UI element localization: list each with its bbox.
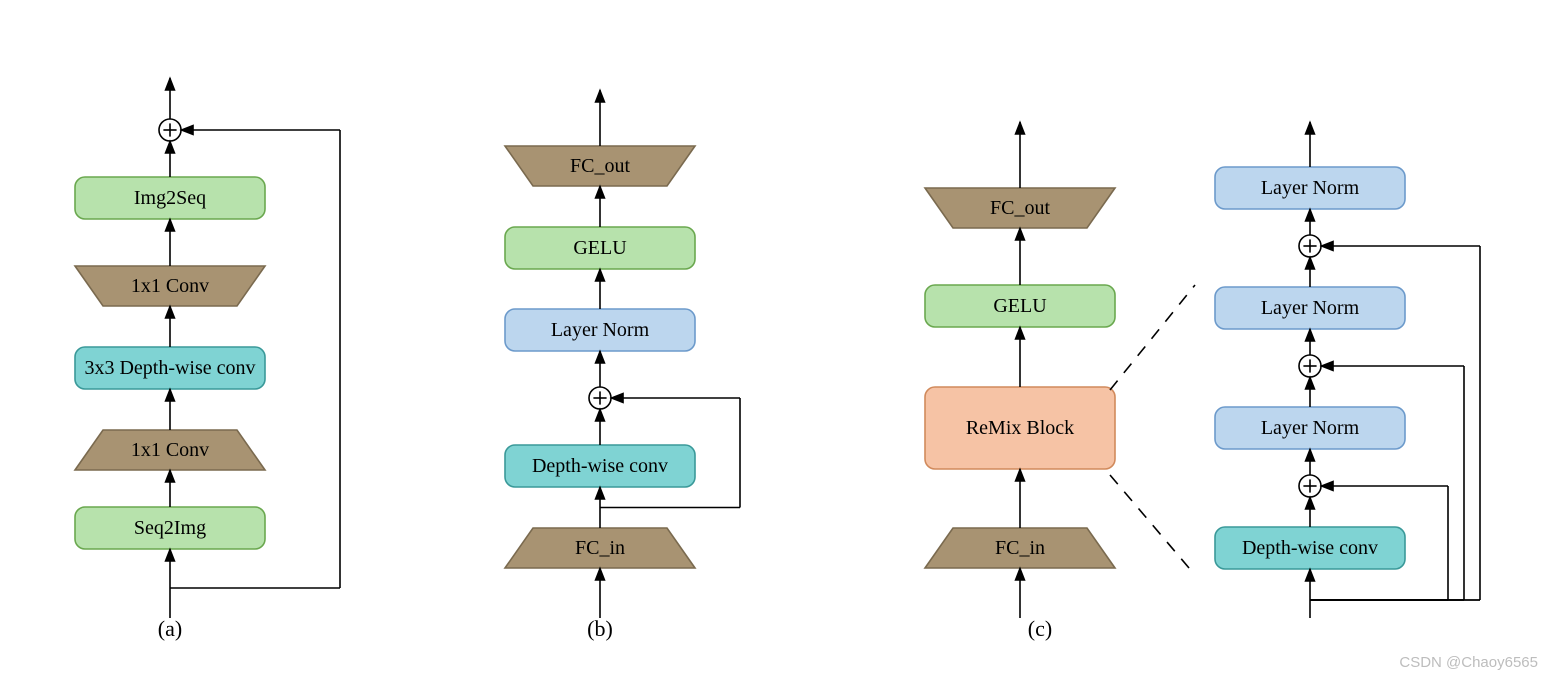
cl_remix-label: ReMix Block (966, 417, 1074, 439)
cl_gelu-label: GELU (993, 295, 1047, 317)
dash-connector (1110, 475, 1195, 575)
a_1x1_b-label: 1x1 Conv (131, 275, 209, 297)
b_ln-label: Layer Norm (551, 319, 650, 341)
watermark: CSDN @Chaoy6565 (1399, 654, 1538, 671)
b_fcin-label: FC_in (575, 537, 625, 559)
b_dw-label: Depth-wise conv (532, 455, 668, 477)
a_img2seq-label: Img2Seq (134, 187, 206, 209)
cr_ln3-label: Layer Norm (1261, 177, 1360, 199)
cr_ln2-label: Layer Norm (1261, 297, 1360, 319)
cl_fcin-label: FC_in (995, 537, 1045, 559)
a_dw-label: 3x3 Depth-wise conv (84, 357, 255, 379)
cl_fcout-label: FC_out (990, 197, 1050, 219)
dash-connector (1110, 285, 1195, 390)
caption-c: (c) (1028, 616, 1052, 641)
b_gelu-label: GELU (573, 237, 627, 259)
caption-a: (a) (158, 616, 182, 641)
a_1x1_a-label: 1x1 Conv (131, 439, 209, 461)
a_seq2img-label: Seq2Img (134, 517, 206, 539)
b_fcout-label: FC_out (570, 155, 630, 177)
caption-b: (b) (587, 616, 613, 641)
cr_dw-label: Depth-wise conv (1242, 537, 1378, 559)
cr_ln1-label: Layer Norm (1261, 417, 1360, 439)
